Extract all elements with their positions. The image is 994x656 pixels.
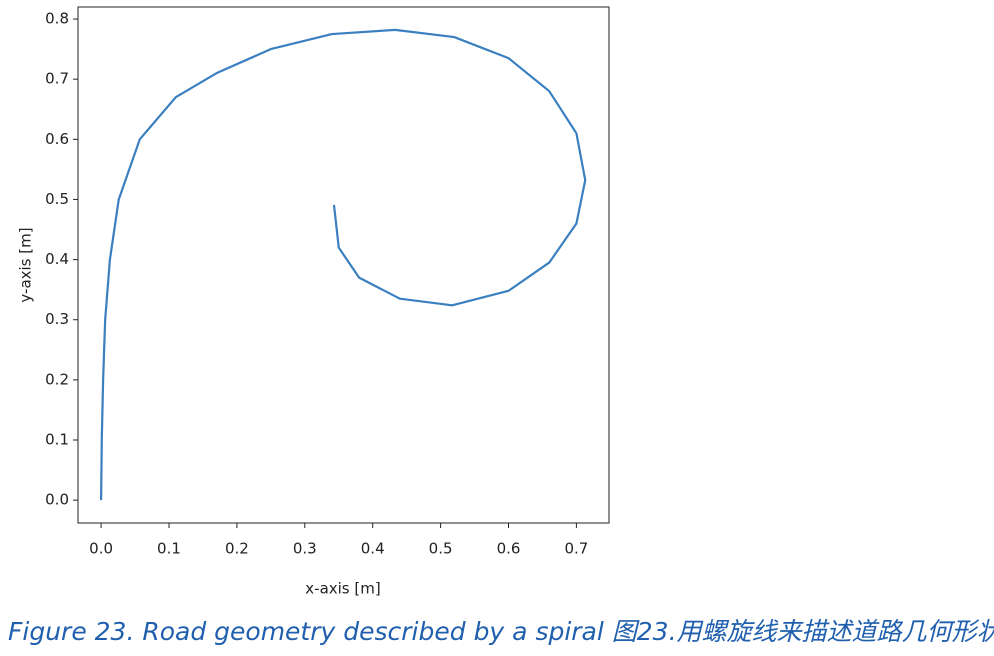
y-tick-label: 0.1	[45, 431, 69, 449]
x-tick-label: 0.1	[157, 540, 181, 558]
y-tick-label: 0.6	[45, 130, 69, 148]
y-tick-label: 0.0	[45, 491, 69, 509]
y-tick-label: 0.2	[45, 370, 69, 388]
x-tick-label: 0.4	[361, 540, 385, 558]
y-tick-label: 0.3	[45, 310, 69, 328]
y-tick-label: 0.4	[45, 250, 69, 268]
figure-caption: Figure 23. Road geometry described by a …	[8, 617, 994, 646]
x-tick-label: 0.0	[89, 540, 113, 558]
chart: x-axis [m] y-axis [m] 0.0 0.1 0.2 0.3 0.4 0.5…	[17, 6, 610, 598]
x-axis-label: x-axis [m]	[305, 580, 380, 598]
x-tick-label: 0.3	[293, 540, 317, 558]
plot-frame	[77, 6, 610, 524]
y-tick-label: 0.8	[45, 10, 69, 28]
x-tick-label: 0.6	[497, 540, 521, 558]
y-tick-label: 0.5	[45, 190, 69, 208]
x-tick-label: 0.5	[429, 540, 453, 558]
x-tick-label: 0.7	[564, 540, 588, 558]
x-tick-label: 0.2	[225, 540, 249, 558]
spiral-line	[99, 28, 587, 501]
y-axis-label: y-axis [m]	[17, 227, 35, 302]
y-tick-label: 0.7	[45, 70, 69, 88]
